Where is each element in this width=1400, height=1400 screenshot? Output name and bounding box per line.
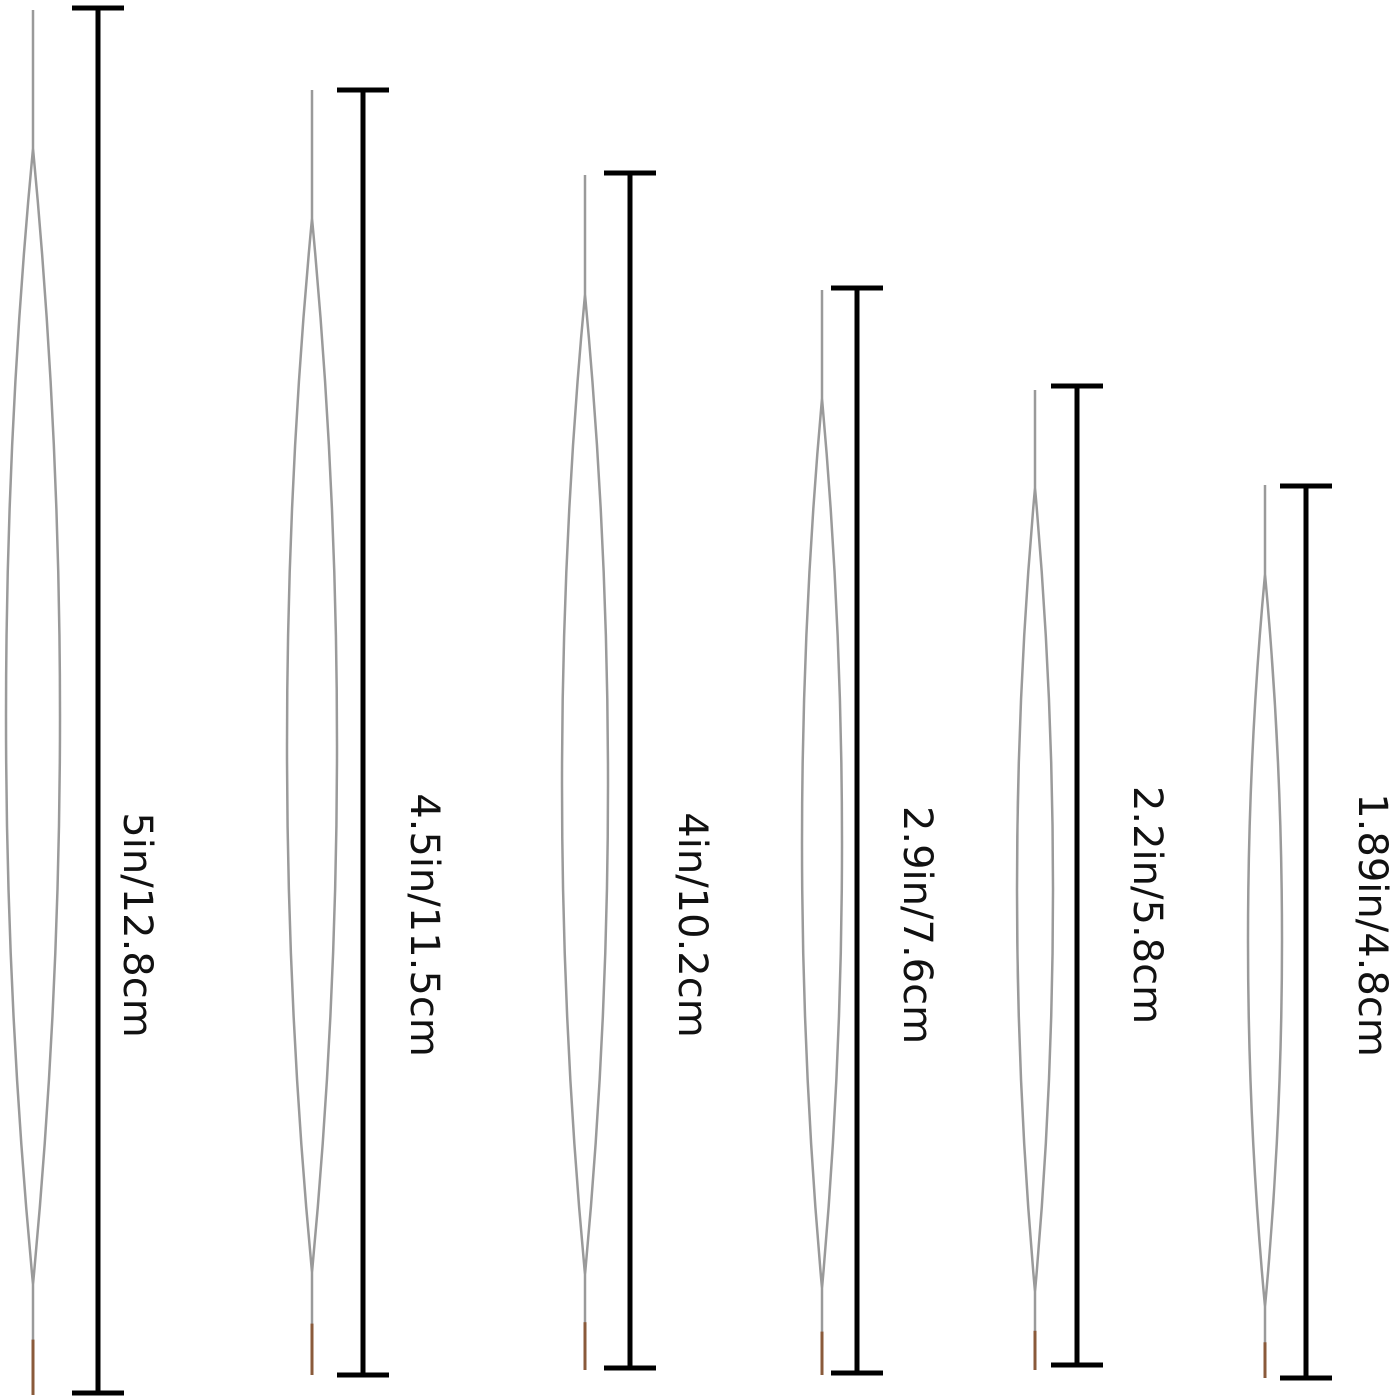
needle xyxy=(4,10,62,1395)
size-label: 4.5in/11.5cm xyxy=(401,793,447,1057)
size-label: 2.2in/5.8cm xyxy=(1124,786,1170,1024)
needle-group: 4.5in/11.5cm xyxy=(285,87,447,1378)
size-label: 4in/10.2cm xyxy=(669,812,715,1037)
size-label: 5in/12.8cm xyxy=(114,812,160,1037)
needle-group: 2.9in/7.6cm xyxy=(800,285,940,1376)
size-label: 1.89in/4.8cm xyxy=(1349,793,1395,1057)
needle-group: 2.2in/5.8cm xyxy=(1015,383,1170,1370)
needle xyxy=(1246,485,1284,1378)
needle xyxy=(560,175,610,1370)
needle-group: 5in/12.8cm xyxy=(4,5,160,1396)
needle xyxy=(1015,390,1055,1370)
size-label: 2.9in/7.6cm xyxy=(894,806,940,1044)
needle-group: 4in/10.2cm xyxy=(560,170,715,1371)
needle xyxy=(285,90,339,1375)
needle xyxy=(800,290,844,1375)
needle-group: 1.89in/4.8cm xyxy=(1246,483,1395,1381)
